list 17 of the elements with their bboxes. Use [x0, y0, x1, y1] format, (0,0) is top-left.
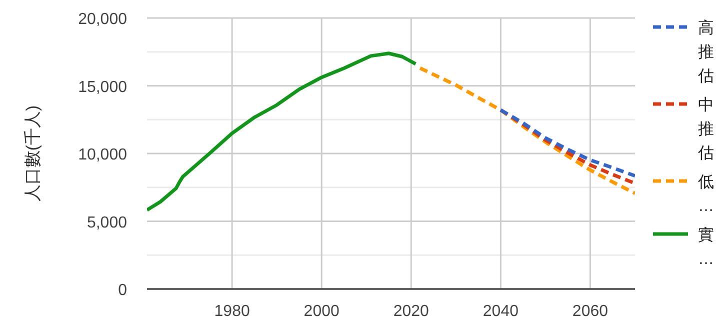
line-series — [147, 52, 418, 212]
x-tick-label: 2040 — [482, 303, 519, 320]
x-tick-label: 2020 — [393, 303, 430, 320]
legend-label: 實… — [698, 226, 714, 268]
y-tick-label: 0 — [118, 282, 128, 299]
y-tick-label: 20,000 — [78, 11, 128, 28]
y-tick-label: 15,000 — [78, 78, 128, 96]
x-tick-label: 1980 — [214, 303, 250, 320]
x-tick-label: 2000 — [304, 303, 340, 320]
y-tick-label: 10,000 — [78, 146, 128, 164]
y-tick-label: 5,000 — [86, 214, 128, 232]
legend-label: 中推估 — [697, 96, 714, 162]
legend-label: 低… — [698, 174, 714, 215]
legend-label: 高推估 — [697, 19, 714, 85]
line-series — [418, 66, 635, 196]
y-axis-title: 人口數(千人) — [23, 105, 42, 202]
x-tick-label: 2060 — [572, 303, 608, 320]
